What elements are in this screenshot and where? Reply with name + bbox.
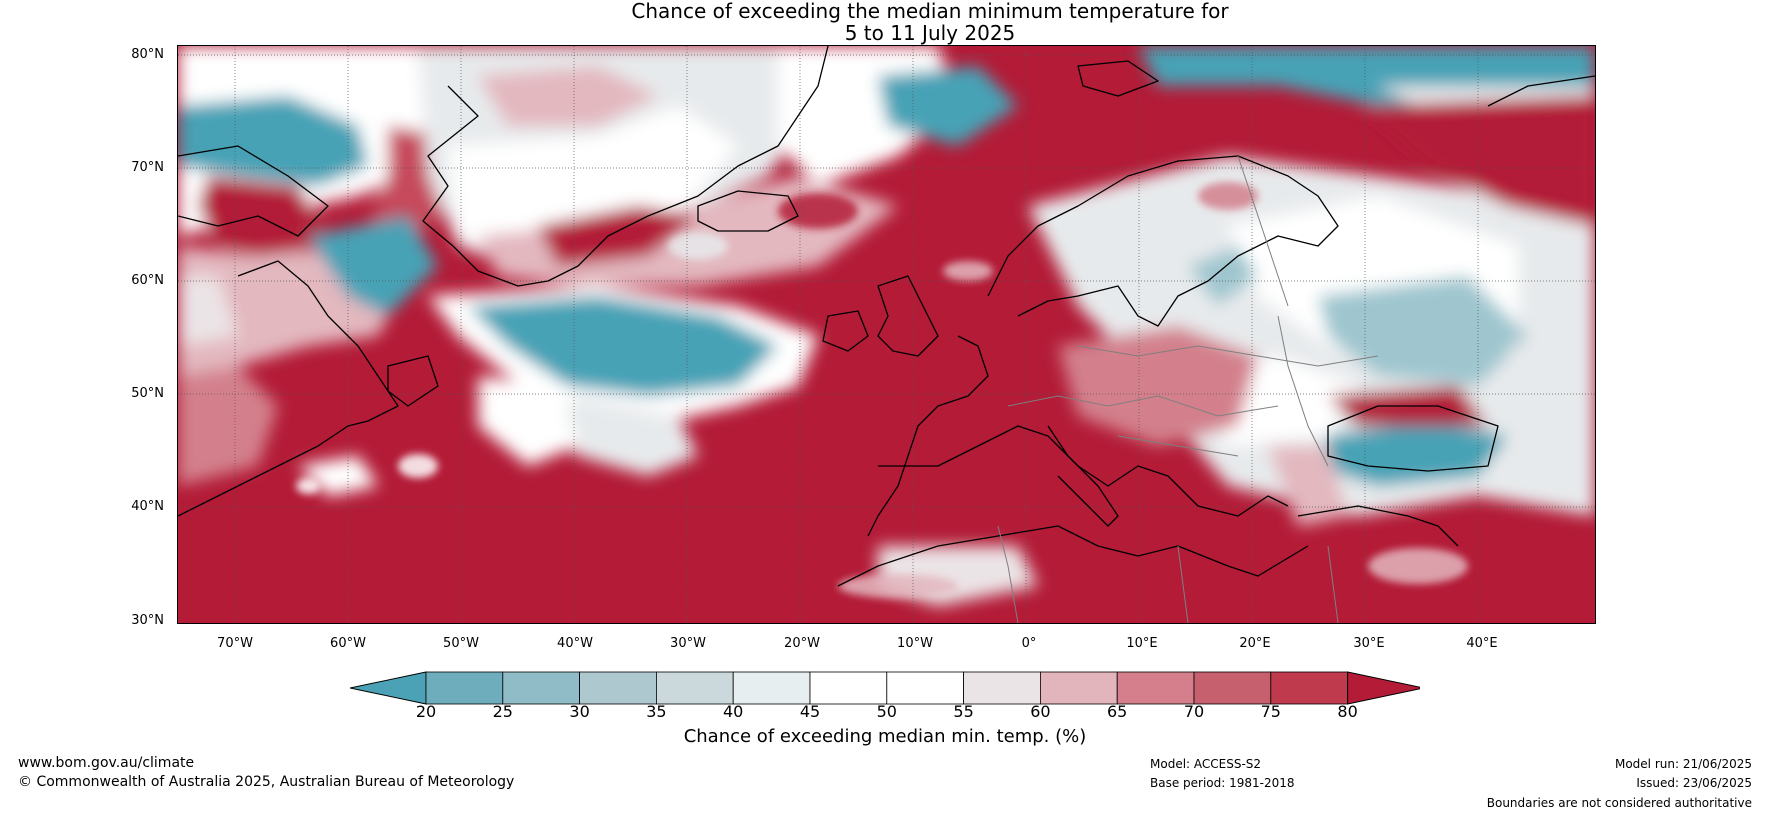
colorbar-tick-label: 80 xyxy=(1337,702,1358,721)
colorbar-tick-label: 25 xyxy=(492,702,513,721)
lat-label-60n: 60°N xyxy=(131,273,164,288)
colorbar-segment xyxy=(1270,671,1348,705)
colorbar-segment xyxy=(425,671,504,705)
colorbar-extend-high xyxy=(1347,671,1420,705)
colorbar-tick-label: 20 xyxy=(415,702,437,721)
probability-field xyxy=(178,46,1595,606)
lon-label-20e: 20°E xyxy=(1239,636,1271,651)
colorbar-tick-label: 45 xyxy=(799,702,821,721)
footer-model-run: Model run: 21/06/2025 xyxy=(1614,757,1752,771)
colorbar-tick-label: 50 xyxy=(876,702,897,721)
colorbar-tick-label: 35 xyxy=(646,702,667,721)
lon-label-30w: 30°W xyxy=(670,636,706,651)
lon-label-40e: 40°E xyxy=(1466,636,1498,651)
lat-label-70n: 70°N xyxy=(131,160,164,175)
colorbar-tick-label: 30 xyxy=(569,702,590,721)
map-canvas xyxy=(178,46,1595,623)
colorbar-tick-label: 75 xyxy=(1260,702,1281,721)
lon-label-60w: 60°W xyxy=(330,636,366,651)
footer-model: Model: ACCESS-S2 xyxy=(1150,757,1262,771)
lat-label-50n: 50°N xyxy=(131,386,164,401)
colorbar-segment xyxy=(1040,671,1118,705)
probability-map xyxy=(177,45,1596,624)
country-borders xyxy=(997,155,1379,623)
probability-detail xyxy=(296,182,1468,598)
colorbar-title: Chance of exceeding median min. temp. (%… xyxy=(683,726,1087,747)
colorbar-segment xyxy=(963,671,1041,705)
footer-copyright: © Commonwealth of Australia 2025, Austra… xyxy=(18,774,515,790)
coastlines xyxy=(178,46,1595,587)
colorbar-segment xyxy=(732,671,811,705)
lon-label-30e: 30°E xyxy=(1353,636,1385,651)
colorbar-segment xyxy=(886,671,964,705)
footer-base-period: Base period: 1981-2018 xyxy=(1150,776,1295,790)
lon-label-50w: 50°W xyxy=(443,636,479,651)
colorbar-segment xyxy=(1193,671,1272,705)
colorbar-segment xyxy=(655,671,734,705)
colorbar xyxy=(350,671,1420,705)
colorbar-extend-low xyxy=(350,671,427,705)
colorbar-tick-label: 60 xyxy=(1030,702,1051,721)
lon-label-10e: 10°E xyxy=(1126,636,1158,651)
colorbar-segment xyxy=(579,671,657,705)
colorbar-tick-label: 65 xyxy=(1107,702,1128,721)
colorbar-tick-label: 55 xyxy=(953,702,974,721)
map-title-line2: 5 to 11 July 2025 xyxy=(844,21,1016,45)
footer-disclaimer: Boundaries are not considered authoritat… xyxy=(1486,796,1752,810)
lon-label-20w: 20°W xyxy=(784,636,820,651)
lon-label-0: 0° xyxy=(1021,636,1037,651)
lat-label-30n: 30°N xyxy=(131,613,164,628)
colorbar-segment xyxy=(1116,671,1195,705)
footer-website: www.bom.gov.au/climate xyxy=(18,755,195,771)
map-title-line1: Chance of exceeding the median minimum t… xyxy=(631,0,1229,23)
lat-label-40n: 40°N xyxy=(131,499,164,514)
colorbar-tick-label: 40 xyxy=(723,702,744,721)
colorbar-segment xyxy=(809,671,888,705)
colorbar-segment xyxy=(502,671,581,705)
lon-label-40w: 40°W xyxy=(557,636,593,651)
lon-label-10w: 10°W xyxy=(897,636,933,651)
graticule xyxy=(178,46,1595,623)
footer-issued: Issued: 23/06/2025 xyxy=(1636,776,1752,790)
lon-label-70w: 70°W xyxy=(217,636,253,651)
lat-label-80n: 80°N xyxy=(131,47,164,62)
colorbar-tick-label: 70 xyxy=(1183,702,1205,721)
